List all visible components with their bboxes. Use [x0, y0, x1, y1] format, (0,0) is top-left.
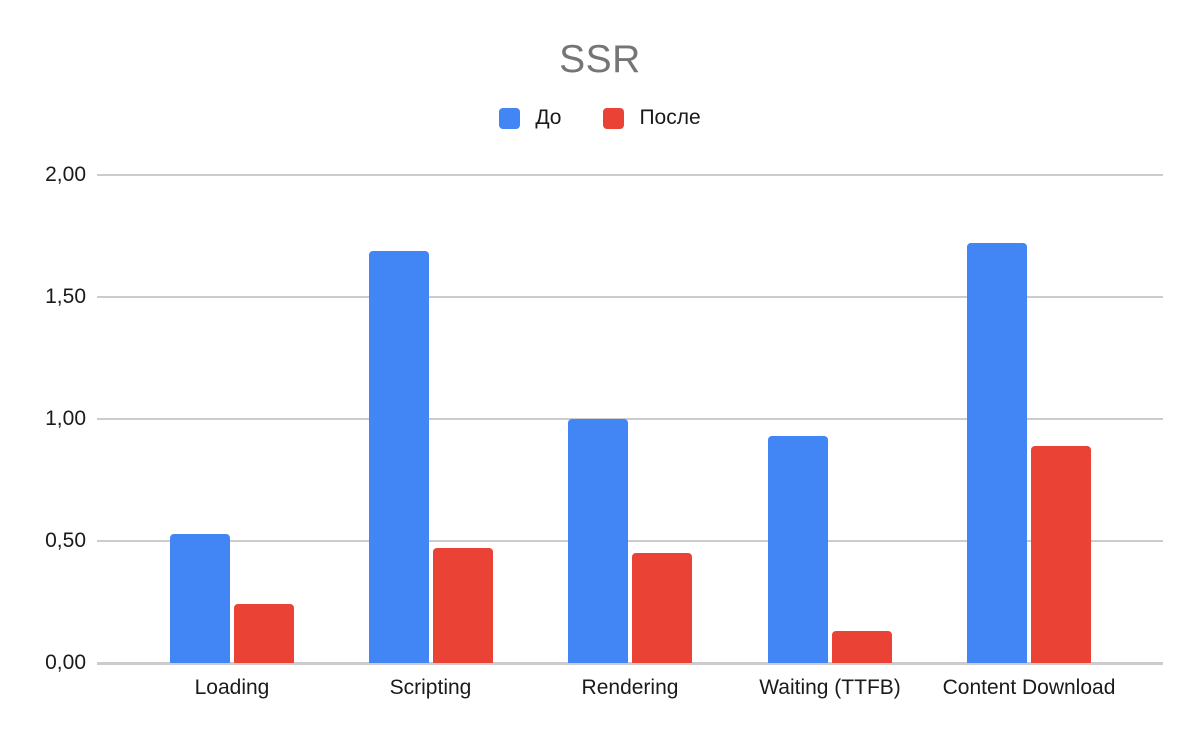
bar-before-content-download — [967, 243, 1027, 663]
gridline-1,50 — [97, 296, 1163, 298]
gridline-1,00 — [97, 418, 1163, 420]
bar-after-waiting-ttfb — [832, 631, 892, 663]
legend-item-before: До — [499, 106, 561, 130]
bar-before-waiting-ttfb — [768, 436, 828, 663]
x-axis-category-content-download: Content Download — [942, 676, 1116, 699]
gridline-2,00 — [97, 174, 1163, 176]
y-axis-tick-1,00: 1,00 — [45, 407, 86, 430]
y-axis-tick-0,00: 0,00 — [45, 651, 86, 674]
y-axis-tick-2,00: 2,00 — [45, 163, 86, 186]
gridline-0,50 — [97, 540, 1163, 542]
bar-after-loading — [234, 604, 294, 663]
legend-label-after: После — [639, 106, 701, 129]
y-axis-tick-0,50: 0,50 — [45, 529, 86, 552]
x-axis-category-waiting-ttfb: Waiting (TTFB) — [759, 676, 901, 699]
y-axis-tick-1,50: 1,50 — [45, 285, 86, 308]
bar-after-rendering — [632, 553, 692, 663]
bar-before-rendering — [568, 419, 628, 663]
bar-before-scripting — [368, 250, 429, 663]
x-axis-category-loading: Loading — [194, 676, 270, 699]
gridline-0,00 — [97, 662, 1163, 665]
x-axis-category-rendering: Rendering — [581, 676, 679, 699]
legend-item-after: После — [603, 106, 701, 130]
bar-after-scripting — [432, 548, 493, 663]
bar-before-loading — [170, 533, 230, 663]
chart-title: SSR — [559, 38, 641, 81]
legend-swatch-before-icon — [499, 107, 521, 129]
legend-label-before: До — [535, 106, 562, 129]
legend-swatch-after-icon — [603, 107, 625, 129]
chart-legend: До После — [0, 106, 1200, 130]
x-axis-category-scripting: Scripting — [389, 676, 472, 699]
bar-after-content-download — [1031, 445, 1091, 663]
